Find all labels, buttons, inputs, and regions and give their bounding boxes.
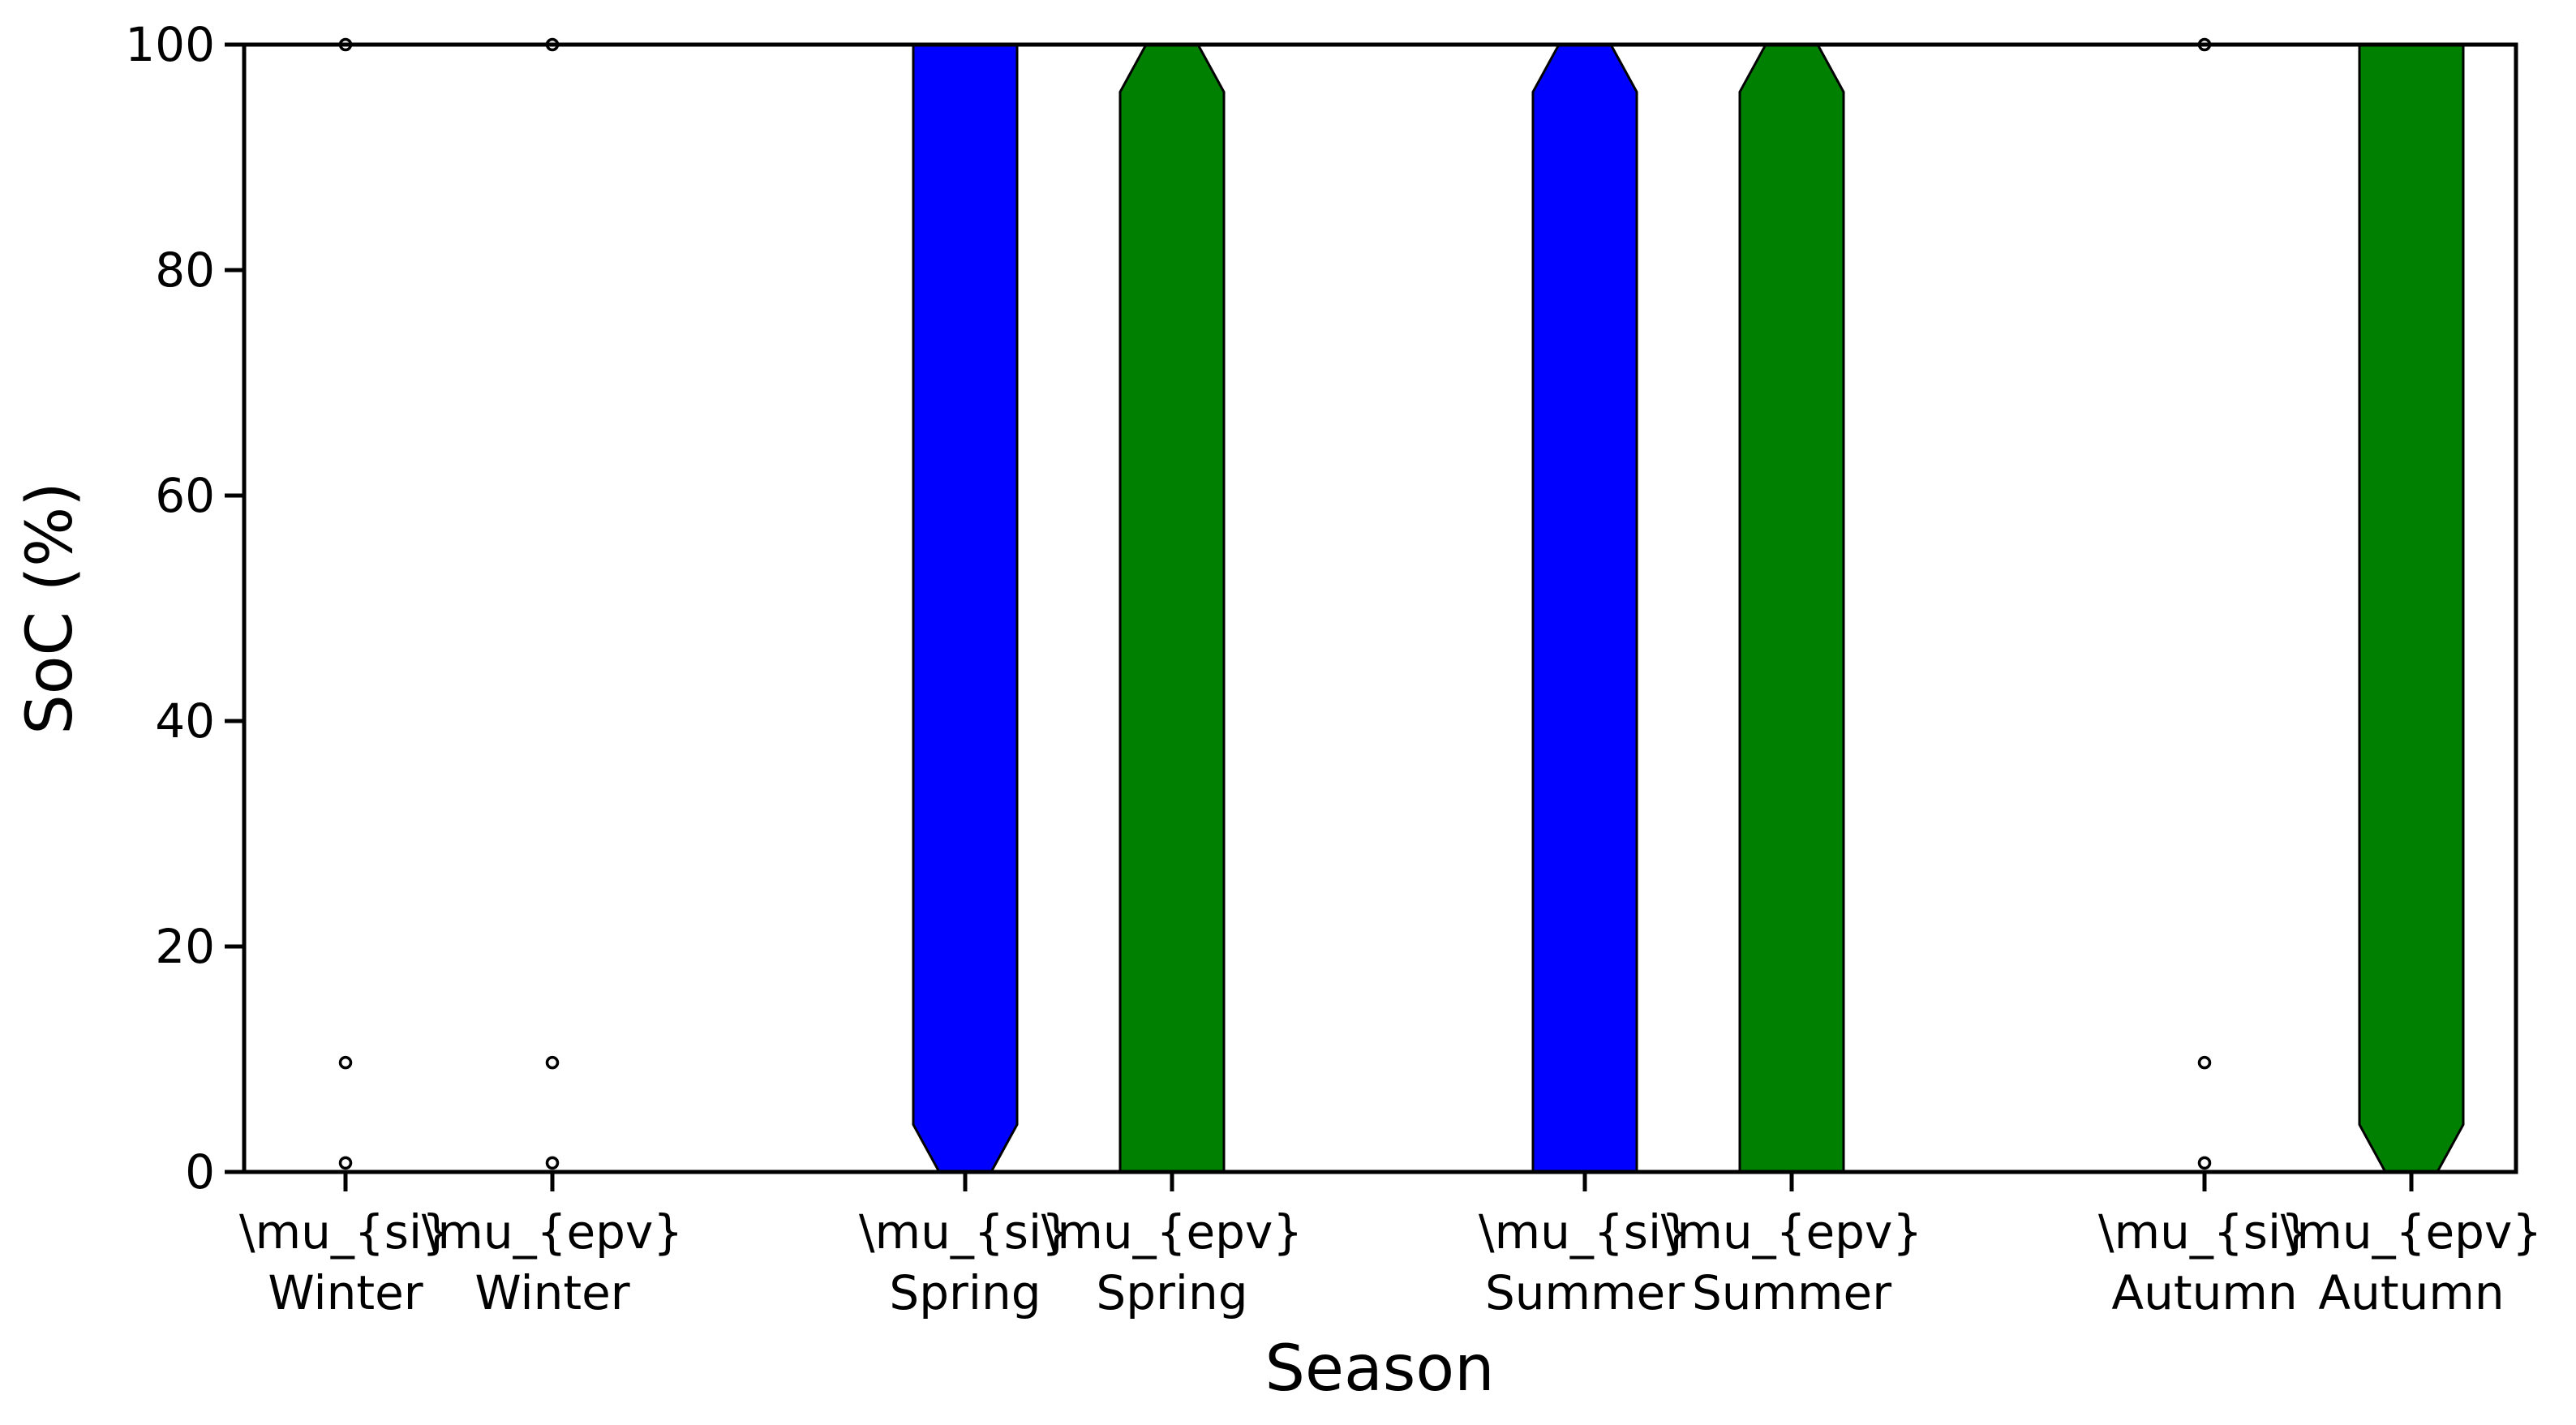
y-tick-label: 20	[155, 919, 215, 974]
plot-frame	[242, 42, 2518, 1174]
x-tick-label-line1: \mu_{si}	[2098, 1204, 2311, 1260]
x-tick-label-line2: Winter	[474, 1265, 629, 1320]
x-tick-label-line2: Autumn	[2318, 1265, 2504, 1320]
x-tick-label-line1: \mu_{si}	[1479, 1204, 1691, 1260]
x-tick-label-line1: \mu_{si}	[859, 1204, 1071, 1260]
x-axis-title: Season	[1264, 1333, 1494, 1406]
x-tick-label-line1: \mu_{epv}	[422, 1204, 683, 1260]
y-axis-title: SoC (%)	[14, 482, 87, 734]
box-4	[1118, 43, 1226, 1174]
outlier-point	[2197, 1055, 2212, 1070]
x-axis: \mu_{si}Winter\mu_{epv}Winter\mu_{si}Spr…	[239, 1172, 2542, 1320]
y-tick-label: 100	[125, 17, 215, 72]
y-tick-label: 60	[155, 468, 215, 523]
plot-marks	[338, 37, 2465, 1174]
outlier-point	[338, 1055, 353, 1070]
x-tick-label-line1: \mu_{epv}	[1661, 1204, 1922, 1260]
x-tick-label-line1: \mu_{epv}	[2281, 1204, 2542, 1260]
x-tick-label-line2: Autumn	[2111, 1265, 2297, 1320]
x-tick-label-line2: Summer	[1692, 1265, 1891, 1320]
box-8	[2358, 43, 2465, 1174]
y-axis: 0 20 40 60 80 100	[125, 17, 244, 1200]
box-6	[1738, 43, 1845, 1174]
x-tick-label-line2: Spring	[889, 1265, 1041, 1320]
x-tick-label-line1: \mu_{si}	[239, 1204, 452, 1260]
outlier-point	[545, 1055, 560, 1070]
y-tick-label: 80	[155, 243, 215, 298]
y-tick-label: 0	[185, 1144, 215, 1200]
outlier-point	[2197, 1156, 2212, 1170]
box-3	[912, 43, 1019, 1174]
y-tick-label: 40	[155, 693, 215, 749]
box-5	[1531, 43, 1638, 1174]
x-tick-label-line1: \mu_{epv}	[1041, 1204, 1303, 1260]
x-tick-label-line2: Winter	[268, 1265, 423, 1320]
outlier-point	[545, 1156, 560, 1170]
x-tick-label-line2: Spring	[1096, 1265, 1247, 1320]
outlier-point	[338, 1156, 353, 1170]
x-tick-label-line2: Summer	[1485, 1265, 1685, 1320]
